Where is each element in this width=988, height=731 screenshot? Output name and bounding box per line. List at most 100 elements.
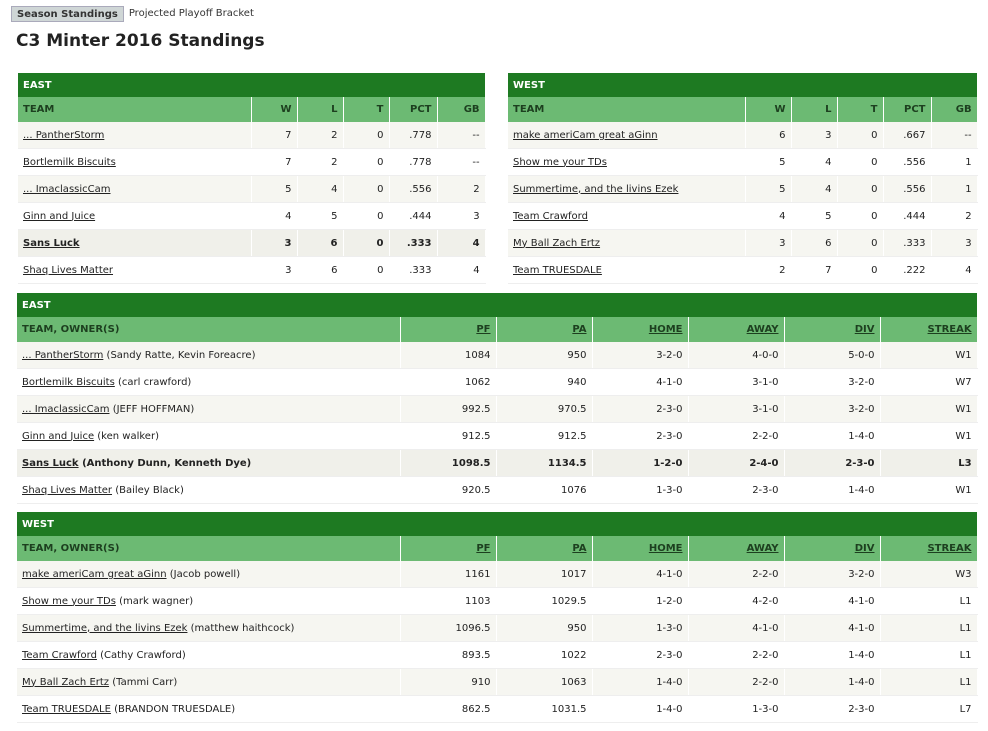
team-link[interactable]: Team Crawford <box>513 210 588 222</box>
streak-cell: L1 <box>880 614 978 642</box>
col-home[interactable]: HOME <box>592 536 689 561</box>
table-row: Sans Luck (Anthony Dunn, Kenneth Dye) 109… <box>17 449 978 477</box>
w-cell: 4 <box>745 202 792 230</box>
team-link[interactable]: ... ImaclassicCam <box>22 403 110 415</box>
pct-cell: .444 <box>389 202 438 230</box>
home-cell: 2-3-0 <box>592 422 689 450</box>
team-link[interactable]: Bortlemilk Biscuits <box>23 156 116 168</box>
col-away[interactable]: AWAY <box>688 536 785 561</box>
w-cell: 3 <box>745 229 792 257</box>
l-cell: 4 <box>791 148 838 176</box>
team-link[interactable]: Summertime, and the livins Ezek <box>22 622 188 634</box>
team-link[interactable]: Show me your TDs <box>22 595 116 607</box>
team-link[interactable]: Ginn and Juice <box>22 430 95 442</box>
pct-cell: .778 <box>389 122 438 149</box>
gb-cell: 4 <box>437 229 486 257</box>
col-home[interactable]: HOME <box>592 317 689 342</box>
team-link[interactable]: ... PantherStorm <box>22 349 104 361</box>
gb-cell: -- <box>437 122 486 149</box>
team-link[interactable]: Team Crawford <box>22 649 97 661</box>
streak-cell: L3 <box>880 449 978 477</box>
pct-cell: .333 <box>389 229 438 257</box>
away-cell: 2-2-0 <box>688 561 785 588</box>
col-pf[interactable]: PF <box>400 317 497 342</box>
div-cell: 1-4-0 <box>784 668 881 696</box>
team-link[interactable]: Ginn and Juice <box>23 210 96 222</box>
l-cell: 5 <box>297 202 344 230</box>
l-cell: 2 <box>297 122 344 149</box>
sort-streak-link[interactable]: STREAK <box>927 324 972 335</box>
table-row: Team TRUESDALE 2 7 0.222 4 <box>508 256 978 284</box>
team-link[interactable]: Sans Luck <box>22 457 79 469</box>
team-link[interactable]: make ameriCam great aGinn <box>22 568 167 580</box>
sort-home-link[interactable]: HOME <box>648 543 683 554</box>
t-cell: 0 <box>343 148 390 176</box>
pa-cell: 1031.5 <box>496 695 593 723</box>
col-streak[interactable]: STREAK <box>880 536 978 561</box>
west-standings-table: WEST TEAM W L T PCT GB make ameriCam gre… <box>508 73 978 284</box>
table-row: make ameriCam great aGinn 6 3 0.667 -- <box>508 122 978 149</box>
sort-streak-link[interactable]: STREAK <box>927 543 972 554</box>
sort-home-link[interactable]: HOME <box>648 324 683 335</box>
team-cell: Team Crawford (Cathy Crawford) <box>17 641 401 669</box>
streak-cell: L1 <box>880 587 978 615</box>
table-row: make ameriCam great aGinn (Jacob powell)… <box>17 561 978 588</box>
col-div[interactable]: DIV <box>784 317 881 342</box>
sort-away-link[interactable]: AWAY <box>746 324 779 335</box>
team-link[interactable]: Summertime, and the livins Ezek <box>513 183 679 195</box>
sort-div-link[interactable]: DIV <box>854 324 875 335</box>
team-cell: Sans Luck <box>18 229 252 257</box>
sort-div-link[interactable]: DIV <box>854 543 875 554</box>
col-pa[interactable]: PA <box>496 536 593 561</box>
pa-cell: 1022 <box>496 641 593 669</box>
away-cell: 1-3-0 <box>688 695 785 723</box>
team-link[interactable]: make ameriCam great aGinn <box>513 129 658 141</box>
t-cell: 0 <box>343 202 390 230</box>
team-link[interactable]: Show me your TDs <box>513 156 607 168</box>
col-streak[interactable]: STREAK <box>880 317 978 342</box>
pct-cell: .222 <box>883 256 932 284</box>
team-link[interactable]: My Ball Zach Ertz <box>22 676 110 688</box>
away-cell: 2-2-0 <box>688 668 785 696</box>
away-cell: 2-2-0 <box>688 422 785 450</box>
col-away[interactable]: AWAY <box>688 317 785 342</box>
team-link[interactable]: ... ImaclassicCam <box>23 183 111 195</box>
pf-cell: 1096.5 <box>400 614 497 642</box>
team-link[interactable]: Shaq Lives Matter <box>22 484 113 496</box>
team-link[interactable]: Sans Luck <box>23 237 80 249</box>
table-row: ... ImaclassicCam (JEFF HOFFMAN) 992.5 970… <box>17 395 978 423</box>
sort-pa-link[interactable]: PA <box>572 543 587 554</box>
away-cell: 4-1-0 <box>688 614 785 642</box>
team-link[interactable]: ... PantherStorm <box>23 129 105 141</box>
l-cell: 5 <box>791 202 838 230</box>
div-cell: 5-0-0 <box>784 342 881 369</box>
pct-cell: .444 <box>883 202 932 230</box>
team-cell: Show me your TDs <box>508 148 746 176</box>
col-div[interactable]: DIV <box>784 536 881 561</box>
col-pa[interactable]: PA <box>496 317 593 342</box>
sort-away-link[interactable]: AWAY <box>746 543 779 554</box>
east-detail-header: EAST <box>17 293 978 317</box>
team-link[interactable]: Shaq Lives Matter <box>23 264 114 276</box>
pa-cell: 1076 <box>496 476 593 504</box>
tab-projected-playoff-bracket[interactable]: Projected Playoff Bracket <box>128 8 254 19</box>
table-row: Team Crawford (Cathy Crawford) 893.5 1022 2… <box>17 641 978 669</box>
col-team: TEAM <box>508 97 746 122</box>
sort-pf-link[interactable]: PF <box>476 543 491 554</box>
pf-cell: 1098.5 <box>400 449 497 477</box>
sort-pa-link[interactable]: PA <box>572 324 587 335</box>
pa-cell: 950 <box>496 614 593 642</box>
team-link[interactable]: Team TRUESDALE <box>22 703 111 715</box>
team-link[interactable]: Team TRUESDALE <box>513 264 602 276</box>
tab-season-standings[interactable]: Season Standings <box>11 6 124 22</box>
t-cell: 0 <box>837 229 884 257</box>
col-pf[interactable]: PF <box>400 536 497 561</box>
pf-cell: 1161 <box>400 561 497 588</box>
pa-cell: 912.5 <box>496 422 593 450</box>
team-link[interactable]: Bortlemilk Biscuits <box>22 376 115 388</box>
team-cell: make ameriCam great aGinn <box>508 122 746 149</box>
pf-cell: 893.5 <box>400 641 497 669</box>
pct-cell: .333 <box>883 229 932 257</box>
sort-pf-link[interactable]: PF <box>476 324 491 335</box>
team-link[interactable]: My Ball Zach Ertz <box>513 237 601 249</box>
